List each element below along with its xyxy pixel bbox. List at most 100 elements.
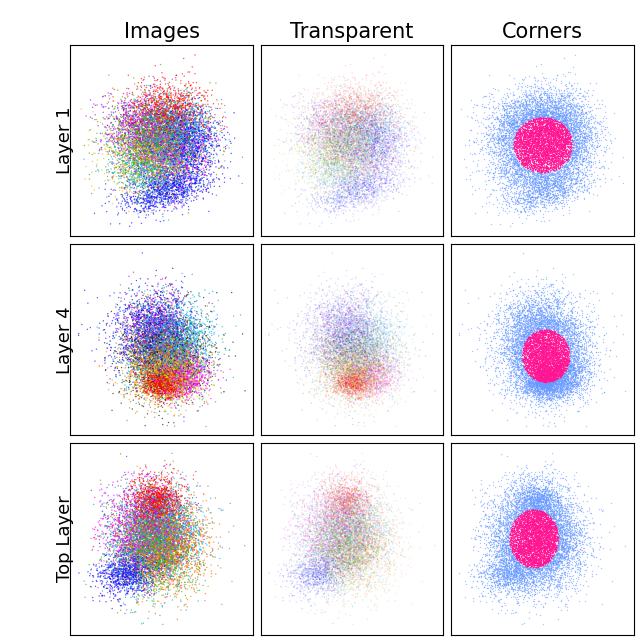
Point xyxy=(368,112,378,122)
Point xyxy=(363,140,373,151)
Point xyxy=(131,324,141,334)
Point xyxy=(376,386,387,396)
Point xyxy=(335,165,346,176)
Point xyxy=(144,303,154,313)
Point xyxy=(177,536,187,546)
Point xyxy=(156,325,166,335)
Point xyxy=(186,172,196,183)
Point xyxy=(170,395,180,405)
Point xyxy=(554,129,564,139)
Point xyxy=(339,516,349,526)
Point xyxy=(361,372,371,383)
Point xyxy=(336,498,346,508)
Point xyxy=(540,508,550,519)
Point xyxy=(513,308,523,319)
Point xyxy=(552,322,563,333)
Point xyxy=(575,142,585,152)
Point xyxy=(532,494,543,504)
Point xyxy=(516,526,526,537)
Point xyxy=(122,526,132,537)
Point xyxy=(340,522,350,532)
Point xyxy=(535,548,545,558)
Point xyxy=(527,379,537,389)
Point xyxy=(565,368,575,378)
Point xyxy=(548,124,558,134)
Point xyxy=(541,383,552,393)
Point xyxy=(356,326,367,337)
Point xyxy=(580,107,590,117)
Point xyxy=(133,565,143,575)
Point xyxy=(540,108,550,119)
Point xyxy=(159,556,169,567)
Point xyxy=(337,376,348,387)
Point xyxy=(550,338,561,348)
Point xyxy=(106,352,116,362)
Point xyxy=(540,342,550,352)
Point xyxy=(140,538,150,548)
Point xyxy=(532,549,543,560)
Point xyxy=(365,335,375,345)
Point xyxy=(172,322,182,332)
Point xyxy=(163,160,173,170)
Point xyxy=(175,133,186,143)
Point xyxy=(164,570,175,581)
Point xyxy=(388,100,399,110)
Point xyxy=(349,519,359,529)
Point xyxy=(544,383,554,394)
Point xyxy=(152,499,163,510)
Point xyxy=(116,528,127,538)
Point xyxy=(371,169,381,179)
Point xyxy=(137,505,147,515)
Point xyxy=(519,526,529,537)
Point xyxy=(187,301,197,312)
Point xyxy=(117,331,127,342)
Point xyxy=(548,326,558,336)
Point xyxy=(572,164,582,174)
Point xyxy=(388,546,398,556)
Point xyxy=(546,536,556,546)
Point xyxy=(177,322,187,332)
Point xyxy=(376,529,387,539)
Point xyxy=(324,347,334,358)
Point xyxy=(543,537,554,547)
Point xyxy=(160,381,170,391)
Point xyxy=(310,543,321,553)
Point xyxy=(180,312,191,322)
Point xyxy=(541,140,552,150)
Point xyxy=(531,513,541,524)
Point xyxy=(547,385,557,395)
Point xyxy=(556,172,566,183)
Point xyxy=(359,115,369,126)
Point xyxy=(168,377,179,387)
Point xyxy=(549,376,559,386)
Point xyxy=(576,344,586,354)
Point xyxy=(388,537,399,547)
Point xyxy=(171,138,181,148)
Point xyxy=(308,569,319,579)
Point xyxy=(149,535,159,545)
Point xyxy=(364,553,374,563)
Point xyxy=(564,365,575,376)
Point xyxy=(537,344,547,354)
Point xyxy=(358,312,369,322)
Point xyxy=(344,384,354,394)
Point xyxy=(328,126,339,137)
Point xyxy=(207,360,217,370)
Point xyxy=(524,126,534,137)
Point xyxy=(365,510,376,520)
Point xyxy=(180,325,190,335)
Point xyxy=(145,326,156,336)
Point xyxy=(553,104,563,114)
Point xyxy=(168,124,178,135)
Point xyxy=(369,390,379,401)
Point xyxy=(164,141,175,151)
Point xyxy=(586,326,596,337)
Point xyxy=(138,504,148,514)
Point xyxy=(318,540,328,551)
Point xyxy=(518,132,529,142)
Point xyxy=(543,530,554,540)
Point xyxy=(367,379,377,389)
Point xyxy=(155,495,165,506)
Point xyxy=(543,522,554,532)
Point xyxy=(176,332,186,342)
